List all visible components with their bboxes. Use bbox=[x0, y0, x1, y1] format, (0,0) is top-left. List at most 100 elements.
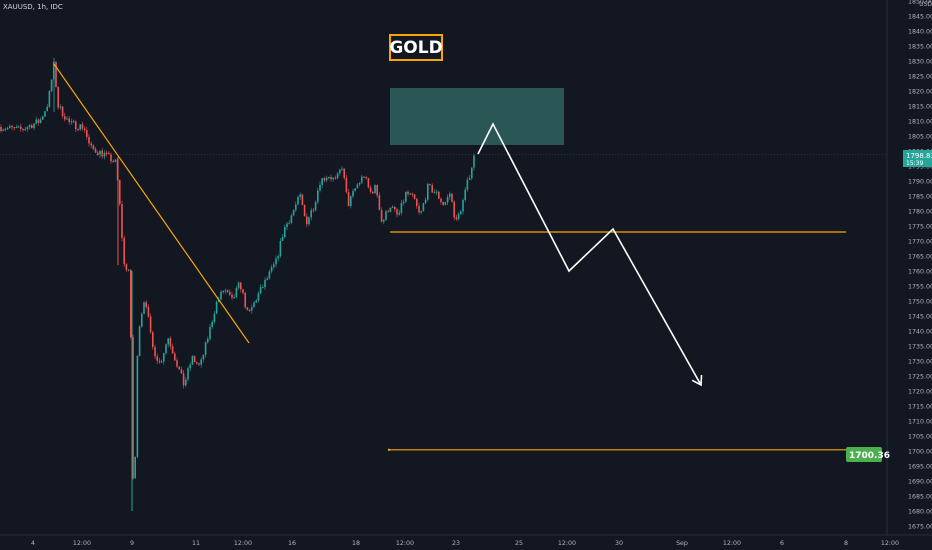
time-tick-label: 23 bbox=[452, 540, 460, 547]
candle-body bbox=[257, 293, 260, 301]
candle-body bbox=[154, 347, 156, 357]
price-tick-label: 1685.00 bbox=[908, 494, 932, 501]
candle-body bbox=[66, 118, 68, 120]
candle-body bbox=[94, 148, 97, 153]
candle-body bbox=[449, 193, 451, 197]
candle-body bbox=[42, 116, 44, 120]
candle-body bbox=[145, 302, 147, 308]
candle-body bbox=[48, 91, 51, 107]
candle-body bbox=[130, 269, 132, 338]
candle-body bbox=[70, 121, 73, 123]
candle-body bbox=[233, 296, 235, 298]
candle-body bbox=[336, 173, 339, 179]
time-tick-label: 8 bbox=[844, 540, 848, 547]
time-tick-label: 25 bbox=[515, 540, 523, 547]
candle-body bbox=[15, 127, 18, 129]
candle-body bbox=[156, 356, 158, 361]
price-tick-label: 1680.00 bbox=[908, 509, 932, 516]
time-axis[interactable]: 4 12:00 9 11 12:00 16 18 12:00 23 25 12:00 30 Sep 12:… bbox=[0, 534, 932, 547]
candle-body bbox=[277, 256, 279, 259]
candle-body bbox=[286, 223, 288, 228]
target-line-anchor bbox=[387, 448, 391, 451]
candle-body bbox=[385, 211, 387, 220]
candle-body bbox=[396, 209, 398, 215]
candle-body bbox=[152, 332, 154, 348]
candle-body bbox=[356, 184, 359, 189]
price-tick-label: 1840.00 bbox=[908, 29, 932, 36]
price-tags: 1798.83 15:39 1700.36 bbox=[846, 150, 932, 462]
candle-body bbox=[200, 359, 202, 365]
candle-body bbox=[11, 125, 13, 128]
candle-body bbox=[473, 155, 475, 168]
candle-body bbox=[182, 373, 185, 386]
candle-body bbox=[391, 206, 394, 208]
symbol-label[interactable]: XAUUSD, 1h, IDC bbox=[3, 3, 63, 11]
price-tick-label: 1810.00 bbox=[908, 119, 932, 126]
candle-body bbox=[31, 125, 33, 129]
candle-body bbox=[160, 361, 163, 363]
candle-body bbox=[266, 278, 268, 281]
candle-body bbox=[312, 210, 315, 212]
supply-zone[interactable] bbox=[390, 88, 564, 145]
price-tick-label: 1785.00 bbox=[908, 194, 932, 201]
candle-body bbox=[163, 353, 165, 362]
time-tick-label: 11 bbox=[192, 540, 200, 547]
candle-body bbox=[281, 237, 284, 241]
price-tick-label: 1815.00 bbox=[908, 104, 932, 111]
candle-body bbox=[405, 191, 407, 202]
candle-body bbox=[429, 184, 431, 186]
candle-body bbox=[369, 187, 372, 192]
candle-body bbox=[114, 159, 117, 162]
candles bbox=[0, 58, 475, 511]
candle-body bbox=[83, 128, 86, 131]
candle-body bbox=[97, 152, 99, 155]
candle-body bbox=[207, 338, 209, 343]
candle-body bbox=[88, 136, 90, 144]
candle-body bbox=[466, 179, 469, 190]
candle-body bbox=[345, 177, 348, 193]
candle-body bbox=[424, 199, 427, 204]
price-tick-label: 1770.00 bbox=[908, 239, 932, 246]
candle-body bbox=[398, 212, 400, 215]
candle-body bbox=[292, 210, 295, 216]
last-price-label: 1798.83 bbox=[906, 152, 932, 160]
candle-body bbox=[103, 152, 106, 157]
candle-body bbox=[61, 106, 64, 117]
candle-body bbox=[306, 216, 308, 225]
projection-path[interactable] bbox=[477, 122, 702, 386]
candle-body bbox=[2, 129, 4, 132]
candle-body bbox=[0, 127, 2, 132]
candle-body bbox=[237, 282, 240, 288]
candle-body bbox=[297, 196, 299, 205]
candle-body bbox=[167, 338, 169, 345]
candle-body bbox=[317, 190, 319, 203]
candle-body bbox=[457, 213, 460, 220]
candle-body bbox=[26, 127, 29, 129]
candle-body bbox=[147, 307, 150, 317]
candle-body bbox=[105, 152, 108, 154]
candle-body bbox=[332, 177, 334, 180]
candle-body bbox=[253, 302, 255, 308]
candle-body bbox=[422, 203, 425, 212]
candle-body bbox=[171, 346, 174, 354]
candle-body bbox=[442, 201, 444, 205]
candle-body bbox=[389, 207, 392, 213]
candle-body bbox=[310, 210, 312, 218]
candle-body bbox=[165, 344, 167, 354]
candle-body bbox=[343, 168, 345, 178]
price-tick-label: 1710.00 bbox=[908, 419, 932, 426]
time-tick-label: 30 bbox=[615, 540, 623, 547]
candle-body bbox=[367, 178, 370, 188]
falling-trendline[interactable] bbox=[53, 63, 250, 344]
candle-body bbox=[358, 182, 361, 185]
candle-body bbox=[112, 161, 114, 163]
candle-body bbox=[196, 362, 198, 364]
candle-body bbox=[295, 204, 297, 211]
candle-body bbox=[224, 290, 227, 292]
candle-body bbox=[35, 119, 37, 124]
price-tick-label: 1755.00 bbox=[908, 284, 932, 291]
price-tick-label: 1820.00 bbox=[908, 89, 932, 96]
price-tick-label: 1740.00 bbox=[908, 329, 932, 336]
